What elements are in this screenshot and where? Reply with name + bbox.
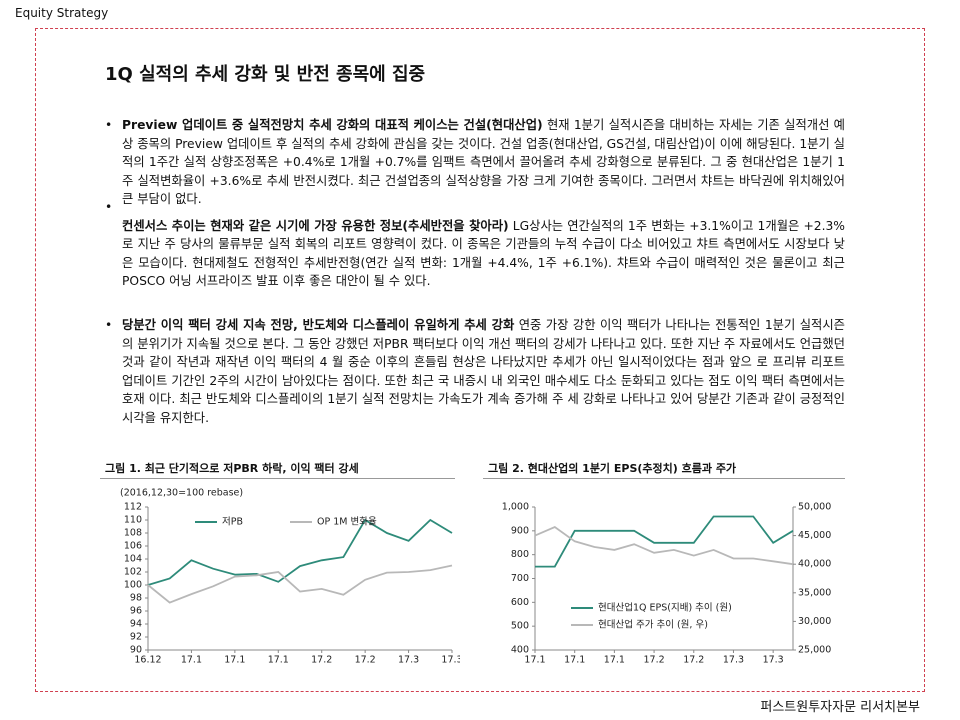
y-tick-label: 90 [130,645,142,656]
series-line [534,525,794,566]
x-tick-label: 16.12 [134,655,161,666]
y-tick-label: 400 [511,645,529,656]
y-tick-label: 700 [511,573,529,584]
legend-label: 현대산업1Q EPS(지배) 추이 (원) [598,602,732,614]
legend-label: 현대산업 주가 추이 (원, 우) [598,619,708,631]
y-tick-label: 108 [124,528,142,539]
x-tick-label: 17.2 [643,655,664,666]
figure-caption: 그림 1. 최근 단기적으로 저PBR 하락, 이익 팩터 강세 [105,462,359,475]
x-tick-label: 17.3 [763,655,784,666]
bullet-lead: 당분간 이익 팩터 강세 지속 전망, 반도체와 디스플레이 유일하게 추세 강… [122,318,515,332]
y-tick-label: 96 [130,606,142,617]
bullet-text: 현재 1분기 실적시즌을 대비하는 자세는 기존 실적개선 예상 종목의 Pre… [122,118,845,206]
y-tick-label: 104 [124,554,142,565]
y-tick-label: 500 [511,621,529,632]
bullet: • Preview 업데이트 중 실적전망치 추세 강화의 대표적 케이스는 건설… [105,118,845,206]
frame [35,28,925,692]
y-tick-label: 900 [511,525,529,536]
y-tick-label: 92 [130,632,142,643]
x-tick-label: 17.2 [355,655,376,666]
series-line [535,515,794,568]
x-tick-label: 17.3 [441,655,460,666]
title: 1Q 실적의 추세 강화 및 반전 종목에 집중 [105,64,426,85]
y-tick-label: 1,000 [502,502,529,513]
legend-label: OP 1M 변화율 [317,517,377,528]
x-tick-label: 17.2 [311,655,332,666]
bullet-lead: Preview 업데이트 중 실적전망치 추세 강화의 대표적 케이스는 건설(… [122,118,543,132]
footer: 퍼스트원투자자문 리서치본부 [760,700,920,715]
y-tick-label: 94 [130,619,142,630]
figure-caption: 그림 2. 현대산업의 1분기 EPS(추정치) 흐름과 주가 [488,462,737,475]
bullet: • 컨센서스 추이는 현재와 같은 시기에 가장 유용한 정보(추세반전을 찾아라… [105,200,845,289]
series-line [147,564,453,604]
y2-tick-label: 50,000 [798,502,831,513]
y-tick-label: 800 [511,549,529,560]
y2-tick-label: 30,000 [798,616,831,627]
y2-tick-label: 35,000 [798,587,831,598]
y-tick-label: 100 [124,580,142,591]
rule [483,478,845,479]
y2-tick-label: 45,000 [798,530,831,541]
series-line [147,518,453,586]
chart: 400 500 600 700 800 900 1,000 25,000 30,000 35,00… [502,502,831,666]
y-tick-label: 110 [124,515,142,526]
x-tick-label: 17.1 [224,655,245,666]
x-tick-label: 17.2 [683,655,704,666]
y-tick-label: 600 [511,597,529,608]
y2-tick-label: 25,000 [798,645,831,656]
x-tick-label: 17.1 [181,655,202,666]
x-tick-label: 17.3 [398,655,419,666]
header: Equity Strategy [15,6,109,20]
x-tick-label: 17.1 [604,655,625,666]
y-tick-label: 98 [130,593,142,604]
bullet-text: LG상사는 연간실적의 1주 변화는 +3.1%이고 1개월은 +2.3%로 지… [122,218,845,289]
y-tick-label: 112 [124,502,142,513]
x-tick-label: 17.3 [723,655,744,666]
rule [100,478,455,479]
y-tick-label: 102 [124,567,142,578]
bullet-lead: 컨센서스 추이는 현재와 같은 시기에 가장 유용한 정보(추세반전을 찾아라) [122,218,509,233]
legend-label: 저PB [222,517,243,528]
bullet-text: 연중 가장 강한 이익 팩터가 나타나는 전통적인 1분기 실적시즌의 분위기가… [122,318,845,425]
chart-note: (2016,12,30=100 rebase) [120,488,243,499]
x-tick-label: 17.1 [564,655,585,666]
x-tick-label: 17.1 [268,655,289,666]
x-tick-label: 17.1 [524,655,545,666]
y2-tick-label: 40,000 [798,559,831,570]
bullet: • 당분간 이익 팩터 강세 지속 전망, 반도체와 디스플레이 유일하게 추세 … [105,318,845,425]
y-tick-label: 106 [124,541,142,552]
chart: (2016,12,30=100 rebase) 90 92 94 96 98 100 102 1… [120,488,460,666]
